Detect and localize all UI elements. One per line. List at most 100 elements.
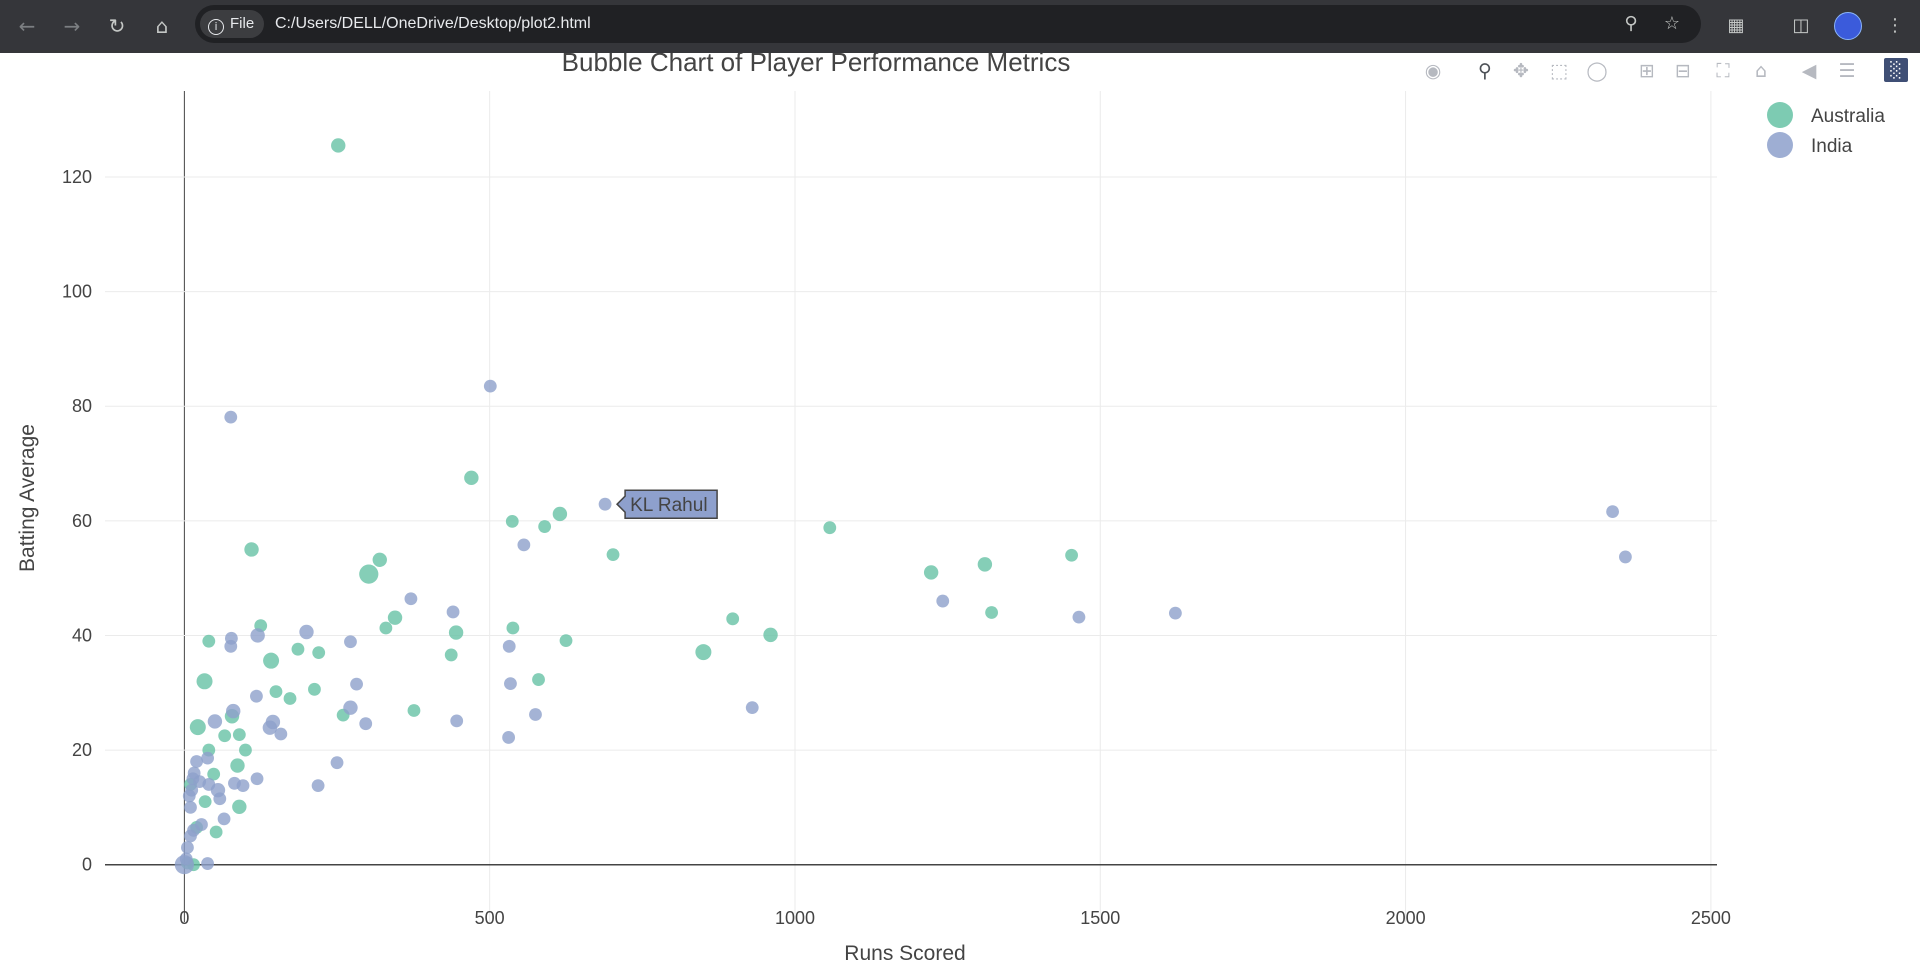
data-point[interactable] xyxy=(224,410,238,424)
data-point[interactable] xyxy=(184,800,197,814)
camera-icon[interactable]: ◉ xyxy=(1424,60,1442,82)
data-point[interactable] xyxy=(218,729,232,743)
data-point[interactable] xyxy=(483,379,497,393)
data-point[interactable] xyxy=(606,548,620,562)
star-icon[interactable]: ☆ xyxy=(1663,13,1681,34)
zoom-in-icon[interactable]: ⊞ xyxy=(1639,60,1655,82)
data-point[interactable] xyxy=(226,703,241,719)
data-point[interactable] xyxy=(181,841,194,854)
data-point[interactable] xyxy=(1606,505,1619,519)
data-point[interactable] xyxy=(196,673,213,690)
data-points[interactable] xyxy=(174,138,1632,875)
data-point[interactable] xyxy=(823,521,837,535)
autoscale-icon[interactable]: ⛶ xyxy=(1716,60,1730,82)
data-point[interactable] xyxy=(1072,610,1086,624)
data-point[interactable] xyxy=(359,717,373,731)
data-point[interactable] xyxy=(532,673,545,686)
data-point[interactable] xyxy=(985,606,998,619)
data-point[interactable] xyxy=(359,564,379,584)
data-point[interactable] xyxy=(263,652,280,669)
data-point[interactable] xyxy=(343,700,358,715)
reset-axes-icon[interactable]: ⌂ xyxy=(1754,60,1768,82)
data-point[interactable] xyxy=(464,470,479,486)
data-point[interactable] xyxy=(404,592,418,606)
data-point[interactable] xyxy=(232,799,247,815)
data-point[interactable] xyxy=(201,857,214,870)
profile-avatar[interactable] xyxy=(1834,12,1862,40)
data-point[interactable] xyxy=(198,795,212,809)
data-point[interactable] xyxy=(726,612,740,626)
zoom-out-icon[interactable]: ⊟ xyxy=(1675,60,1691,82)
address-bar[interactable]: i File C:/Users/DELL/OneDrive/Desktop/plo… xyxy=(195,5,1701,43)
hover-compare-icon[interactable]: ☰ xyxy=(1838,60,1856,82)
data-point[interactable] xyxy=(262,720,278,735)
puzzle-icon[interactable]: ▦ xyxy=(1727,15,1745,36)
data-point[interactable] xyxy=(387,610,403,625)
data-point[interactable] xyxy=(209,825,223,839)
data-point[interactable] xyxy=(193,775,207,788)
arrow-left-icon[interactable]: ← xyxy=(18,14,36,38)
data-point[interactable] xyxy=(372,552,387,567)
data-point[interactable] xyxy=(936,594,950,608)
data-point[interactable] xyxy=(250,772,264,786)
url-text[interactable]: C:/Users/DELL/OneDrive/Desktop/plot2.htm… xyxy=(275,15,591,32)
data-point[interactable] xyxy=(763,627,778,643)
data-point[interactable] xyxy=(506,621,520,635)
data-point[interactable] xyxy=(207,714,223,729)
data-point[interactable] xyxy=(559,634,573,648)
data-point[interactable] xyxy=(502,639,516,653)
zoom-icon[interactable]: ⚲ xyxy=(1478,60,1492,82)
data-point[interactable] xyxy=(923,565,939,580)
bubble-chart[interactable]: 0 500 1000 1500 2000 2500 0 20 40 60 80 100 120 Bub… xyxy=(0,53,1920,962)
data-point[interactable] xyxy=(517,538,531,552)
data-point[interactable] xyxy=(446,605,460,619)
data-point[interactable] xyxy=(311,779,325,793)
data-point[interactable] xyxy=(448,625,464,640)
data-point[interactable] xyxy=(174,855,194,875)
data-point[interactable] xyxy=(379,621,393,635)
data-point[interactable] xyxy=(213,792,227,806)
hover-closest-icon[interactable]: ◀ xyxy=(1801,60,1817,82)
data-point[interactable] xyxy=(230,758,245,773)
data-point[interactable] xyxy=(190,755,203,768)
data-point[interactable] xyxy=(1619,550,1632,564)
data-point[interactable] xyxy=(299,624,314,640)
data-point[interactable] xyxy=(695,644,712,661)
data-point[interactable] xyxy=(232,728,246,741)
data-point[interactable] xyxy=(201,751,214,765)
data-point[interactable] xyxy=(228,776,241,790)
kebab-menu-icon[interactable]: ⋮ xyxy=(1886,15,1904,36)
data-point[interactable] xyxy=(450,714,464,728)
box-select-icon[interactable]: ⬚ xyxy=(1550,60,1568,82)
data-point[interactable] xyxy=(330,756,344,770)
data-point[interactable] xyxy=(1065,548,1078,562)
data-point[interactable] xyxy=(244,542,259,557)
site-info-chip[interactable]: i File xyxy=(200,10,265,38)
legend[interactable]: Australia India xyxy=(1767,102,1885,158)
data-point[interactable] xyxy=(250,689,263,703)
data-point[interactable] xyxy=(202,634,216,648)
data-point[interactable] xyxy=(344,635,357,649)
data-point[interactable] xyxy=(505,515,519,528)
data-point[interactable] xyxy=(224,639,238,653)
data-point[interactable] xyxy=(185,783,199,797)
reload-icon[interactable]: ↻ xyxy=(108,14,126,38)
data-point[interactable] xyxy=(350,677,363,691)
data-point[interactable] xyxy=(444,648,458,662)
pan-icon[interactable]: ✥ xyxy=(1513,60,1529,82)
data-point[interactable] xyxy=(504,677,517,690)
side-panel-icon[interactable]: ◫ xyxy=(1792,15,1810,36)
data-point[interactable] xyxy=(529,708,542,721)
data-point[interactable] xyxy=(308,682,321,696)
data-point[interactable] xyxy=(239,743,252,757)
data-point[interactable] xyxy=(1168,606,1182,620)
data-point[interactable] xyxy=(184,829,197,843)
plotly-logo-icon[interactable]: ░ xyxy=(1884,58,1908,82)
data-point[interactable] xyxy=(189,719,206,736)
data-point[interactable] xyxy=(745,701,759,715)
lasso-icon[interactable]: ◯ xyxy=(1586,60,1608,82)
zoom-icon[interactable]: ⚲ xyxy=(1624,13,1638,34)
data-point[interactable] xyxy=(250,628,265,643)
data-point[interactable] xyxy=(269,685,283,699)
data-point[interactable] xyxy=(312,646,326,660)
